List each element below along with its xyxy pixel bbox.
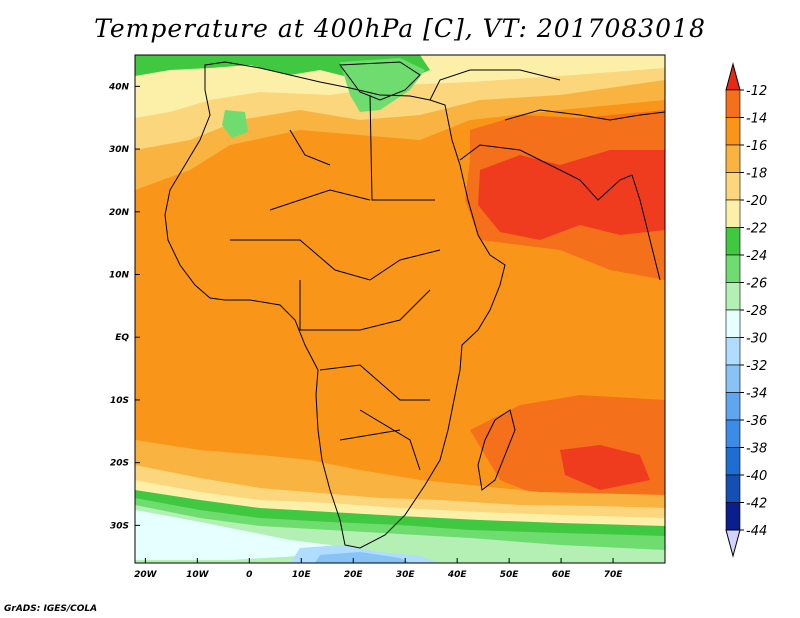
x-tick-label: 30E (396, 570, 416, 580)
y-axis-ticks: 40N 30N 20N 10N EQ 10S 20S 30S (108, 82, 140, 531)
colorbar-label: -34 (746, 387, 767, 402)
colorbar-swatch (725, 199, 741, 228)
colorbar-label: -24 (746, 249, 767, 264)
colorbar-label: -12 (746, 84, 767, 99)
colorbar-swatch (725, 309, 741, 338)
colorbar-label: -20 (746, 194, 767, 209)
field-band-22 (135, 55, 665, 118)
x-tick-label: 0 (246, 570, 252, 580)
y-tick-label: 20S (110, 459, 129, 469)
colorbar-label: -38 (746, 442, 767, 457)
map-frame (134, 54, 666, 564)
x-axis-ticks: 20W 10W 0 10E 20E 30E 40E 50E 60E 70E (134, 558, 623, 580)
colorbar-swatch (725, 474, 741, 503)
y-tick-label: 40N (108, 82, 130, 92)
colorbar-swatch (725, 117, 741, 146)
colorbar-swatch (725, 227, 741, 256)
y-tick-label: 10S (110, 396, 129, 406)
y-tick-label: 30S (110, 521, 129, 531)
y-tick-label: EQ (115, 333, 129, 343)
x-tick-label: 50E (500, 570, 520, 580)
colorbar-label: -32 (746, 359, 767, 374)
colorbar-swatch (725, 337, 741, 366)
colorbar-swatch (725, 419, 741, 448)
colorbar-label: -16 (746, 139, 767, 154)
colorbar-top-arrow (725, 62, 741, 91)
x-tick-label: 70E (604, 570, 624, 580)
x-tick-label: 40E (447, 570, 468, 580)
field-band-26-north (340, 58, 425, 112)
colorbar-swatch (725, 502, 741, 531)
footer-credit: GrADS: IGES/COLA (4, 604, 98, 614)
x-tick-label: 20W (134, 570, 158, 580)
colorbar: -12 -14 -16 -18 -20 -22 -24 -26 -28 -30 -32 -34 -36 -… (725, 62, 767, 558)
colorbar-label: -18 (746, 167, 767, 182)
field-band-30-south (135, 510, 360, 560)
colorbar-label: -30 (746, 332, 767, 347)
colorbar-swatch (725, 144, 741, 173)
colorbar-label: -42 (746, 497, 767, 512)
x-tick-label: 10W (186, 570, 210, 580)
map-title: Temperature at 400hPa [C], VT: 201708301… (94, 14, 706, 43)
colorbar-label: -36 (746, 414, 767, 429)
colorbar-label: -14 (746, 112, 767, 127)
colorbar-swatch (725, 447, 741, 476)
colorbar-label: -28 (746, 304, 767, 319)
y-tick-label: 20N (109, 208, 130, 218)
x-tick-label: 20E (344, 570, 364, 580)
y-tick-label: 30N (109, 145, 130, 155)
colorbar-label: -22 (746, 222, 767, 237)
colorbar-label: -44 (746, 524, 767, 539)
coastlines (164, 61, 665, 549)
colorbar-swatch (725, 172, 741, 201)
field-band-12-indian-ocean (560, 445, 650, 490)
colorbar-bottom-arrow (725, 529, 741, 558)
colorbar-swatch (725, 364, 741, 393)
colorbar-swatch (725, 282, 741, 311)
field-band-34-south (315, 552, 410, 563)
colorbar-label: -26 (746, 277, 767, 292)
field-band-26-west (222, 110, 248, 138)
colorbar-swatch (725, 89, 741, 118)
temperature-field (135, 55, 665, 563)
colorbar-label: -40 (746, 469, 767, 484)
x-tick-label: 10E (292, 570, 312, 580)
y-tick-label: 10N (109, 271, 130, 281)
x-tick-label: 60E (552, 570, 572, 580)
colorbar-swatch (725, 254, 741, 283)
field-band-12-east (478, 150, 665, 240)
colorbar-swatch (725, 392, 741, 421)
